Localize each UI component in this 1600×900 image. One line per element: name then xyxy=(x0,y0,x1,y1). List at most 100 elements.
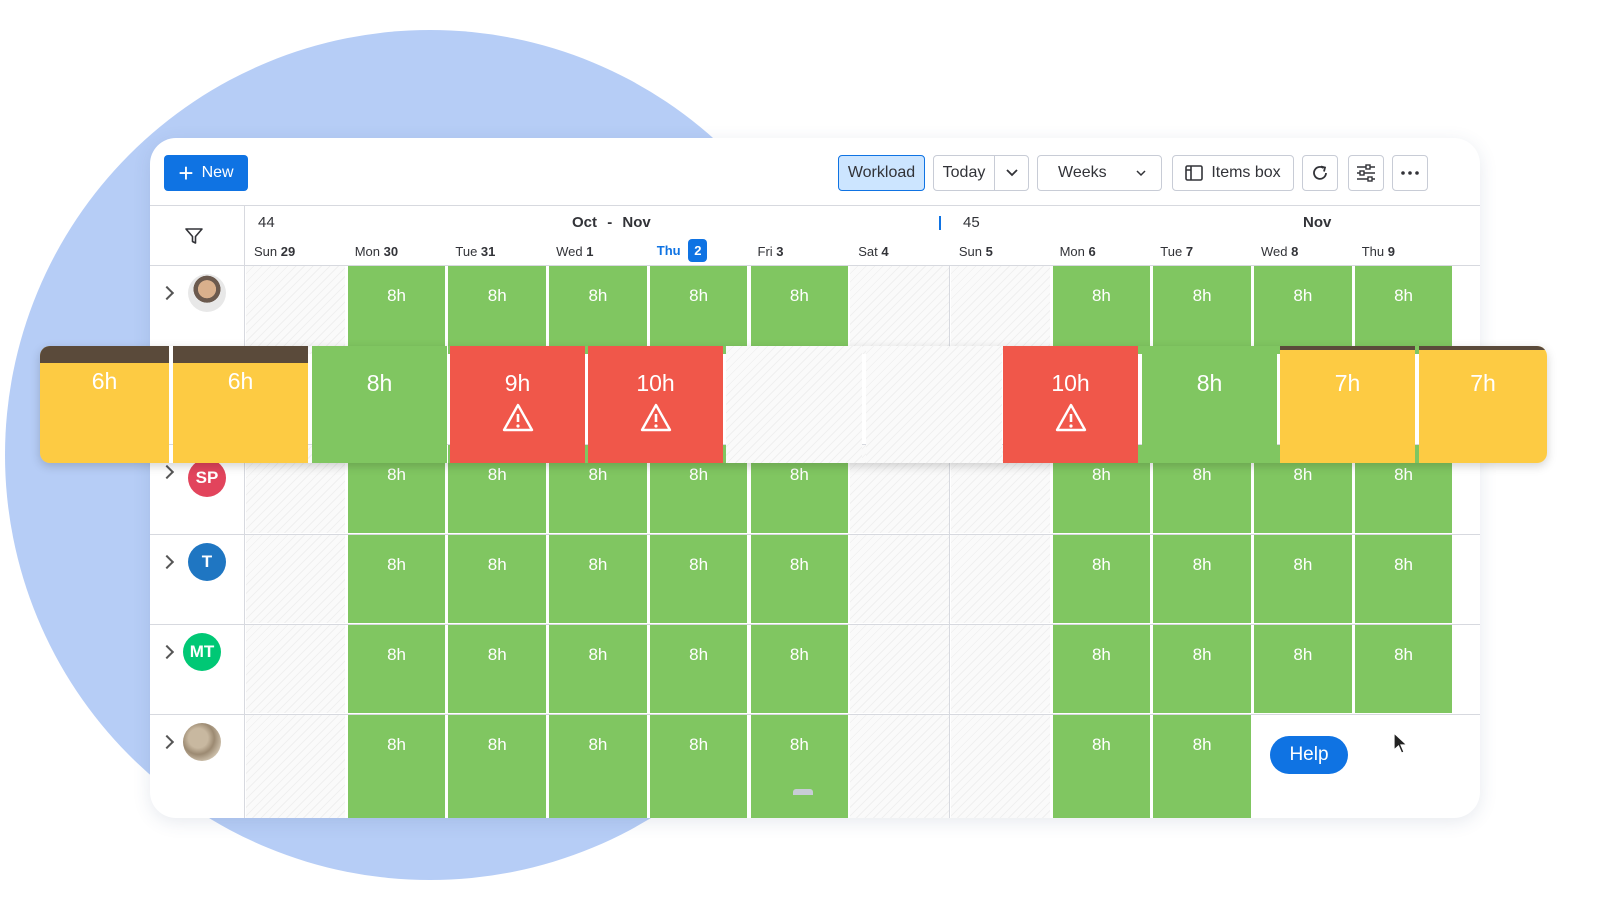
expand-chevron-icon[interactable] xyxy=(159,464,175,480)
expand-chevron-icon[interactable] xyxy=(159,734,175,750)
today-marker xyxy=(939,216,941,230)
workload-cell[interactable]: 8h xyxy=(1153,266,1251,354)
items-box-button[interactable]: Items box xyxy=(1172,155,1294,191)
day-number: 1 xyxy=(586,244,594,259)
workload-cell[interactable]: 8h xyxy=(750,535,849,623)
workload-cell[interactable]: 8h xyxy=(1354,266,1453,354)
workload-cell[interactable]: 8h xyxy=(448,715,547,818)
workload-cell[interactable]: 8h xyxy=(1254,625,1352,713)
workload-cell[interactable]: 8h xyxy=(1153,625,1251,713)
new-button[interactable]: + New xyxy=(164,155,248,191)
weekend-cell xyxy=(850,715,949,818)
day-of-week: Tue xyxy=(455,244,481,259)
day-label-8: Mon 6 xyxy=(1060,244,1096,259)
workload-cell[interactable]: 8h xyxy=(1052,625,1151,713)
refresh-button[interactable] xyxy=(1302,155,1338,191)
avatar[interactable]: T xyxy=(188,543,226,581)
workload-cell[interactable]: 8h xyxy=(448,535,547,623)
avatar[interactable]: SP xyxy=(188,459,226,497)
day-number: 31 xyxy=(480,244,496,259)
workload-cell[interactable]: 8h xyxy=(448,266,547,354)
day-label-1: Mon 30 xyxy=(355,244,398,259)
magnified-workload-cell[interactable]: 6h xyxy=(40,346,169,463)
workload-cell[interactable]: 8h xyxy=(448,625,547,713)
workload-cell[interactable]: 8h xyxy=(1052,715,1151,818)
day-number: 2 xyxy=(688,239,708,262)
warning-icon xyxy=(502,403,533,432)
weekend-cell xyxy=(246,715,345,818)
expand-chevron-icon[interactable] xyxy=(159,554,175,570)
chevron-down-icon xyxy=(1136,170,1146,177)
day-label-4: Thu 2 xyxy=(657,239,708,262)
plus-icon: + xyxy=(178,158,194,188)
magnified-workload-cell[interactable]: 8h xyxy=(312,346,447,463)
workload-cell[interactable]: 8h xyxy=(1052,266,1151,354)
workload-cell[interactable]: 8h xyxy=(549,625,647,713)
workload-cell[interactable]: 8h xyxy=(549,266,647,354)
left-column-divider xyxy=(244,206,245,818)
mouse-cursor-icon xyxy=(1393,731,1409,754)
day-label-9: Tue 7 xyxy=(1160,244,1193,259)
weekend-cell xyxy=(246,625,345,713)
workload-cell[interactable]: 8h xyxy=(347,715,446,818)
workload-button[interactable]: Workload xyxy=(838,155,925,191)
workload-cell[interactable]: 8h xyxy=(549,535,647,623)
workload-cell[interactable]: 8h xyxy=(649,535,748,623)
chevron-down-icon xyxy=(1005,169,1018,177)
workload-cell[interactable]: 8h xyxy=(649,715,748,818)
day-of-week: Sun xyxy=(254,244,281,259)
filter-icon[interactable] xyxy=(184,226,204,246)
workload-cell[interactable]: 8h xyxy=(549,715,647,818)
workload-cell[interactable]: 8h xyxy=(649,625,748,713)
avatar[interactable] xyxy=(188,274,226,312)
avatar[interactable] xyxy=(183,723,221,761)
day-label-11: Thu 9 xyxy=(1362,244,1395,259)
day-of-week: Wed xyxy=(1261,244,1292,259)
expand-chevron-icon[interactable] xyxy=(159,644,175,660)
workload-cell[interactable]: 8h xyxy=(1153,715,1251,818)
workload-button-label: Workload xyxy=(847,164,916,181)
month-range-left: Oct xyxy=(572,214,598,231)
hours-label: 8h xyxy=(1196,370,1223,396)
week-number-45: 45 xyxy=(963,214,980,231)
magnified-workload-cell[interactable]: 6h xyxy=(173,346,308,463)
today-dropdown-button[interactable] xyxy=(994,155,1029,191)
workload-cell[interactable]: 8h xyxy=(649,266,748,354)
workload-cell[interactable]: 8h xyxy=(1254,266,1352,354)
magnified-workload-cell[interactable]: 7h xyxy=(1419,346,1547,463)
workload-cell[interactable]: 8h xyxy=(1153,535,1251,623)
workload-cell[interactable]: 8h xyxy=(1052,535,1151,623)
magnified-workload-cell[interactable]: 8h xyxy=(1142,346,1277,463)
weekend-cell xyxy=(726,346,862,463)
week-number-44: 44 xyxy=(258,214,275,231)
weeks-select-label: Weeks xyxy=(1058,164,1107,181)
magnified-workload-cell[interactable]: 10h xyxy=(1003,346,1138,463)
workload-cell[interactable]: 8h xyxy=(347,266,446,354)
workload-cell[interactable]: 8h xyxy=(1354,535,1453,623)
day-number: 4 xyxy=(881,244,889,259)
expand-chevron-icon[interactable] xyxy=(159,285,175,301)
workload-cell[interactable]: 8h xyxy=(347,535,446,623)
workload-cell[interactable]: 8h xyxy=(347,625,446,713)
weekend-cell xyxy=(950,625,1050,713)
magnified-workload-cell[interactable]: 7h xyxy=(1280,346,1415,463)
magnified-workload-cell[interactable]: 10h xyxy=(588,346,723,463)
weekend-cell xyxy=(866,346,1002,463)
weekend-cell xyxy=(850,625,949,713)
day-of-week: Tue xyxy=(1160,244,1186,259)
more-options-button[interactable] xyxy=(1392,155,1428,191)
magnified-workload-cell[interactable]: 9h xyxy=(450,346,585,463)
today-button[interactable]: Today xyxy=(933,155,995,191)
workload-cell[interactable]: 8h xyxy=(1254,535,1352,623)
workload-cell[interactable]: 8h xyxy=(1354,625,1453,713)
workload-cell[interactable]: 8h xyxy=(750,625,849,713)
weeks-select[interactable]: Weeks xyxy=(1037,155,1162,191)
scrollbar-handle[interactable] xyxy=(793,789,813,795)
warning-icon xyxy=(1055,403,1086,432)
help-button[interactable]: Help xyxy=(1270,736,1348,774)
avatar[interactable]: MT xyxy=(183,633,221,671)
workload-card: + New Workload Today Weeks Items box xyxy=(150,138,1480,818)
workload-cell[interactable]: 8h xyxy=(750,715,849,818)
settings-button[interactable] xyxy=(1348,155,1384,191)
workload-cell[interactable]: 8h xyxy=(750,266,849,354)
